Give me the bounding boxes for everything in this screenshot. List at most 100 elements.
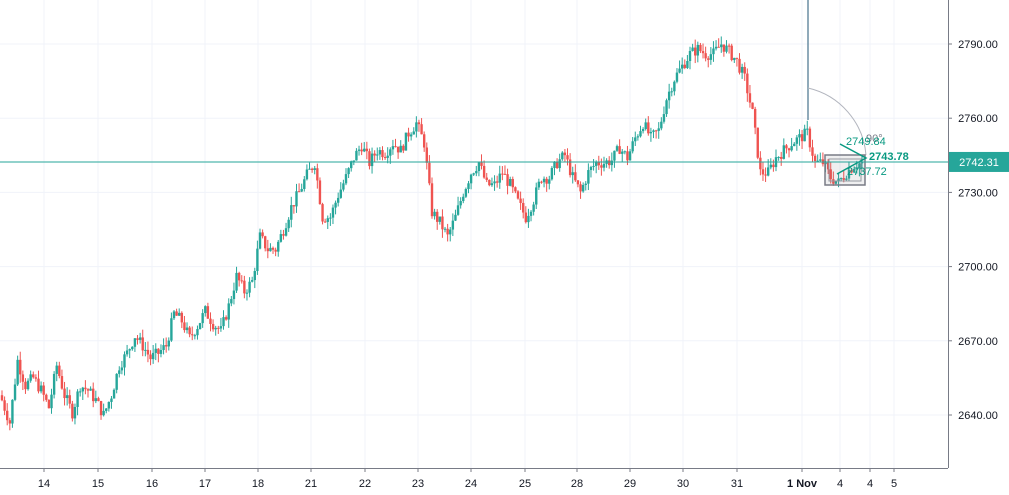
candle-body-down (730, 45, 733, 61)
candle-body-down (417, 122, 421, 125)
candle-body-up (29, 374, 32, 381)
x-tick-label: 28 (571, 478, 583, 490)
candle-body-down (368, 151, 371, 167)
candle-body-down (3, 400, 6, 411)
candle-body-up (782, 145, 786, 159)
candle-body-up (201, 313, 204, 324)
candle-body-up (855, 168, 858, 170)
candle-body-down (430, 183, 434, 217)
candle-body-up (248, 281, 251, 293)
candle-body-up (159, 350, 163, 354)
candle-body-down (383, 157, 387, 159)
candle-body-up (232, 290, 236, 300)
x-tick-label: 30 (677, 478, 689, 490)
candle-body-up (256, 248, 259, 272)
candle-body-up (686, 61, 689, 68)
x-tick-label: 1 Nov (787, 478, 818, 490)
drawing-tools[interactable]: 90° 2749.84 2743.78 2737.72 (807, 0, 909, 186)
candle-body-down (282, 234, 285, 236)
target-price-label: 2749.84 (846, 136, 886, 148)
candle-body-down (735, 57, 739, 59)
candle-body-up (386, 155, 389, 158)
candle-body-up (665, 100, 668, 115)
candle-body-down (850, 169, 853, 173)
candle-body-down (63, 388, 66, 399)
candle-body-down (511, 178, 514, 188)
candle-body-down (717, 46, 720, 48)
candle-body-up (370, 153, 374, 167)
candle-body-up (26, 380, 30, 390)
candle-body-down (157, 348, 160, 354)
candle-body-down (524, 212, 528, 223)
candle-body-up (793, 143, 796, 147)
candle-body-down (485, 177, 488, 180)
candle-body-down (321, 204, 324, 222)
candle-body-down (514, 187, 517, 192)
candle-body-up (313, 168, 316, 170)
candle-body-down (446, 228, 449, 235)
candle-body-up (628, 151, 632, 161)
candle-body-up (641, 129, 645, 132)
candle-body-down (373, 153, 376, 156)
candle-body-up (472, 173, 475, 175)
candle-body-down (568, 159, 572, 176)
candle-body-up (331, 207, 335, 218)
candle-body-down (68, 395, 71, 404)
candle-body-up (339, 189, 342, 198)
time-axis[interactable]: 14 15 16 17 18 21 22 23 24 25 28 29 30 31 1 Nov 4 4 5 (0, 468, 948, 490)
candle-body-down (759, 157, 762, 170)
candle-body-down (422, 134, 426, 148)
candle-body-down (597, 161, 600, 166)
candle-body-up (50, 394, 53, 409)
candle-body-up (78, 391, 82, 393)
candle-body-down (826, 162, 830, 170)
candle-body-up (558, 159, 561, 169)
candle-body-down (566, 155, 569, 160)
candle-body-down (8, 420, 12, 424)
candle-body-down (206, 306, 210, 319)
candle-body-down (37, 378, 40, 392)
candle-body-down (146, 349, 150, 355)
candle-body-up (714, 46, 718, 49)
candle-body-up (409, 134, 413, 137)
candle-body-up (355, 150, 358, 161)
candle-body-down (318, 180, 322, 205)
candle-body-up (462, 196, 465, 202)
projection-arrow[interactable] (836, 143, 868, 175)
candle-body-up (115, 373, 118, 390)
candle-body-up (89, 388, 92, 391)
x-tick-label: 18 (252, 478, 264, 490)
candle-body-down (274, 249, 277, 252)
candle-body-down (323, 221, 327, 223)
candle-body-down (360, 149, 363, 152)
candle-body-up (803, 128, 806, 142)
candle-body-down (6, 410, 9, 421)
candle-body-up (621, 151, 624, 154)
price-axis[interactable]: 2790.00 2760.00 2730.00 2700.00 2670.00 2640.… (948, 0, 998, 468)
candle-body-up (55, 365, 58, 374)
candle-body-down (699, 44, 702, 52)
candle-body-up (537, 181, 541, 188)
candle-body-down (243, 280, 246, 294)
y-tick-label: 2670.00 (958, 336, 998, 348)
candle-body-up (277, 241, 280, 252)
candle-body-up (451, 220, 455, 230)
candle-body-up (391, 146, 395, 150)
candle-body-down (746, 73, 749, 94)
candle-body-down (34, 377, 38, 379)
candle-body-down (503, 173, 507, 175)
candle-body-down (519, 198, 522, 203)
candle-body-down (136, 338, 139, 340)
candle-body-up (475, 171, 478, 174)
candle-body-up (847, 169, 851, 179)
candle-body-down (748, 93, 752, 103)
x-tick-label: 4 (867, 478, 873, 490)
candle-body-down (576, 180, 580, 185)
candle-body-down (240, 280, 243, 282)
candle-body-up (613, 150, 616, 161)
candle-body-up (589, 166, 593, 171)
candle-body-up (258, 232, 262, 249)
candle-body-up (691, 47, 694, 51)
candle-body-up (357, 149, 361, 151)
